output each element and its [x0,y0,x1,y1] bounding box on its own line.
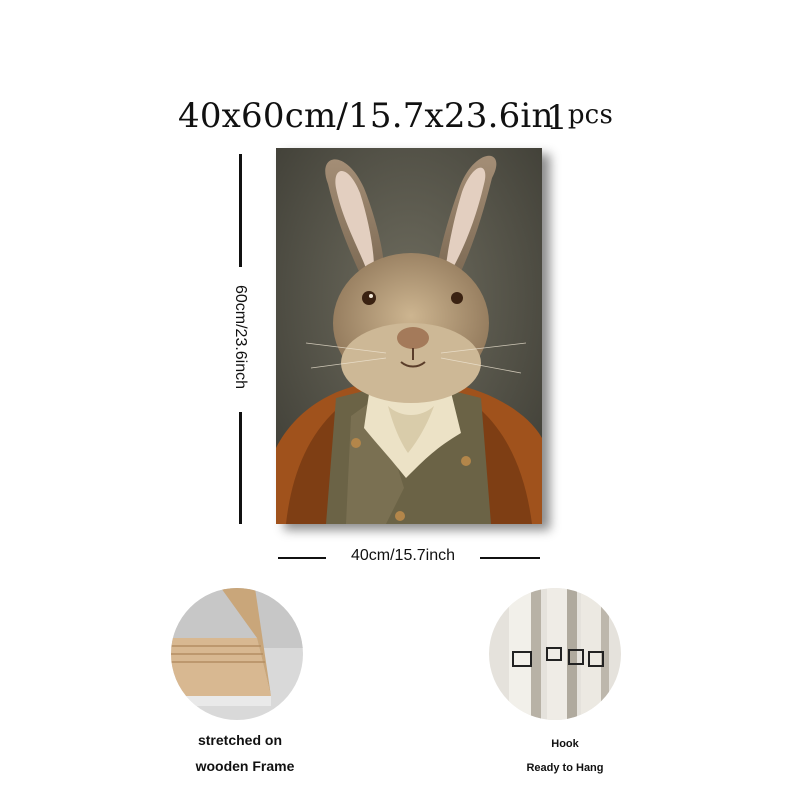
rabbit-portrait-artwork [276,148,542,524]
size-text: 40x60cm/15.7x23.6in [178,96,554,136]
hook-caption-line1: Hook [551,738,579,750]
wooden-frame-photo [171,588,303,720]
wooden-frame-icon [171,588,303,720]
frame-caption-line2: wooden Frame [195,758,295,774]
pcs-text: 1pcs [546,98,613,138]
width-line-left [278,557,326,559]
hook-caption-line2: Ready to Hang [526,762,604,774]
hook-photo [489,588,621,720]
height-line-top [239,154,242,267]
hook-icon [489,588,621,720]
width-label: 40cm/15.7inch [350,547,456,564]
rabbit-portrait-canvas [276,148,542,524]
height-label: 60cm/23.6inch [232,284,249,390]
width-line-right [480,557,540,559]
frame-caption-line1: stretched on [197,732,282,748]
height-line-bottom [239,412,242,524]
product-title: 40x60cm/15.7x23.6in 1pcs [178,96,613,138]
